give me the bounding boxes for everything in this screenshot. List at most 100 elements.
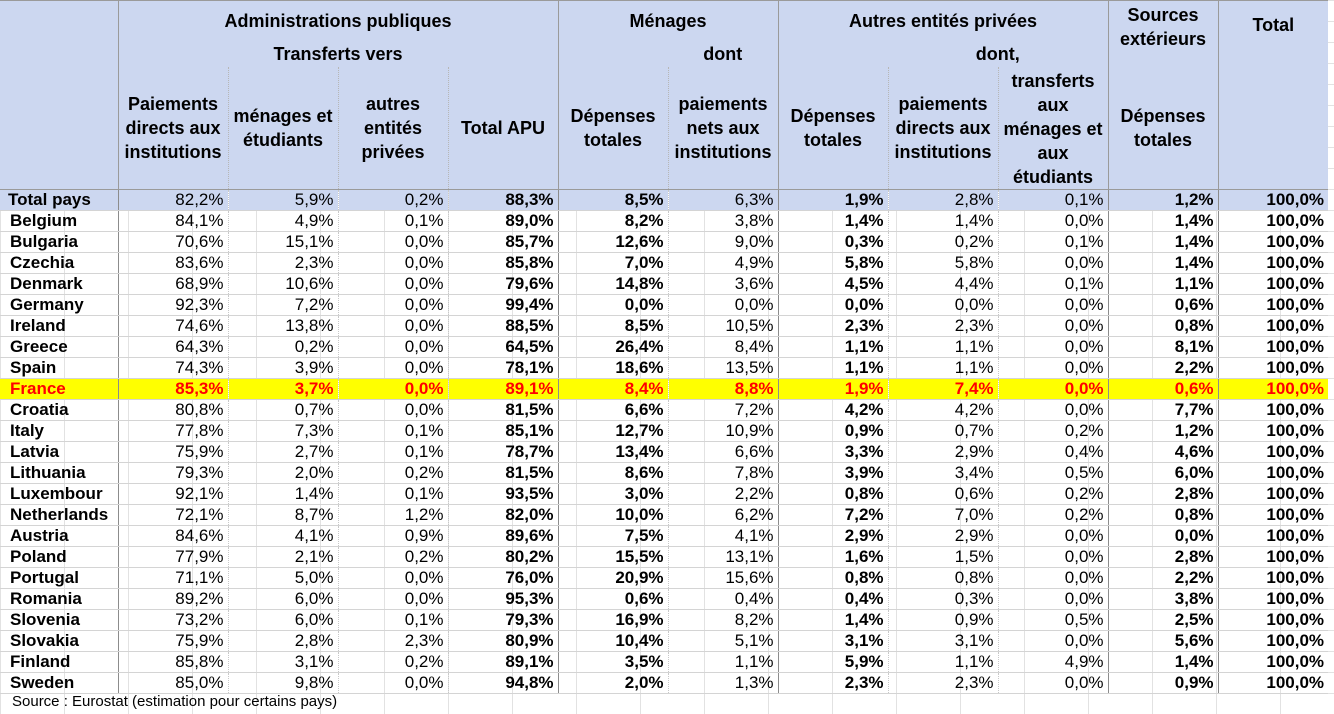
value-cell: 0,1% (337, 210, 448, 232)
source-note: Source : Eurostat (estimation pour certa… (12, 693, 338, 710)
value-cell: 0,4% (667, 588, 779, 610)
value-cell: 0,0% (997, 567, 1109, 589)
country-cell: Belgium (0, 210, 118, 232)
value-cell: 77,9% (117, 546, 228, 568)
table-row: Slovakia 75,9% 2,8% 2,3% 80,9% 10,4% 5,1% 3,1% 3… (0, 630, 1329, 652)
value-cell: 4,5% (777, 273, 889, 295)
country-cell: Netherlands (0, 504, 118, 526)
value-cell: 4,1% (667, 525, 779, 547)
value-cell: 14,8% (557, 273, 669, 295)
value-cell: 94,8% (447, 672, 559, 694)
value-cell: 12,7% (557, 420, 669, 442)
value-cell: 100,0% (1217, 462, 1329, 484)
table-row: Italy 77,8% 7,3% 0,1% 85,1% 12,7% 10,9% 0,9% 0,7… (0, 420, 1329, 442)
value-cell: 100,0% (1217, 252, 1329, 274)
value-cell: 7,2% (227, 294, 338, 316)
header-sub-dont-menages: dont (668, 40, 779, 67)
value-cell: 0,4% (997, 441, 1109, 463)
value-cell: 3,7% (227, 378, 338, 400)
value-cell: 6,6% (667, 441, 779, 463)
value-cell: 3,9% (227, 357, 338, 379)
country-cell: Romania (0, 588, 118, 610)
value-cell: 15,5% (557, 546, 669, 568)
value-cell: 2,8% (887, 189, 999, 211)
value-cell: 2,5% (1107, 609, 1219, 631)
value-cell: 7,0% (887, 504, 999, 526)
country-cell: Denmark (0, 273, 118, 295)
value-cell: 0,6% (887, 483, 999, 505)
value-cell: 79,3% (117, 462, 228, 484)
value-cell: 100,0% (1217, 189, 1329, 211)
country-cell: Latvia (0, 441, 118, 463)
value-cell: 0,1% (337, 483, 448, 505)
value-cell: 88,3% (447, 189, 559, 211)
header-col-menages-depenses: Dépenses totales (557, 66, 669, 190)
value-cell: 0,2% (887, 231, 999, 253)
value-cell: 6,0% (227, 609, 338, 631)
value-cell: 0,1% (337, 609, 448, 631)
header-spacer (777, 40, 889, 67)
value-cell: 7,8% (667, 462, 779, 484)
value-cell: 3,1% (887, 630, 999, 652)
value-cell: 89,1% (447, 378, 559, 400)
value-cell: 0,2% (997, 504, 1109, 526)
value-cell: 0,0% (887, 294, 999, 316)
value-cell: 100,0% (1217, 546, 1329, 568)
value-cell: 83,6% (117, 252, 228, 274)
value-cell: 1,4% (887, 210, 999, 232)
value-cell: 3,0% (557, 483, 669, 505)
value-cell: 1,1% (887, 651, 999, 673)
value-cell: 0,8% (1107, 315, 1219, 337)
value-cell: 0,0% (337, 357, 448, 379)
value-cell: 13,1% (667, 546, 779, 568)
value-cell: 0,4% (777, 588, 889, 610)
value-cell: 5,9% (777, 651, 889, 673)
table-body: Total pays 82,2% 5,9% 0,2% 88,3% 8,5% 6,3% 1,9%… (0, 189, 1329, 694)
value-cell: 1,9% (777, 378, 889, 400)
value-cell: 75,9% (117, 441, 228, 463)
value-cell: 4,2% (887, 399, 999, 421)
value-cell: 0,1% (337, 420, 448, 442)
value-cell: 100,0% (1217, 336, 1329, 358)
value-cell: 18,6% (557, 357, 669, 379)
value-cell: 3,9% (777, 462, 889, 484)
header-group-sources: Sources extérieurs (1107, 0, 1219, 67)
value-cell: 3,4% (887, 462, 999, 484)
table-row: Croatia 80,8% 0,7% 0,0% 81,5% 6,6% 7,2% 4,2% 4,2… (0, 399, 1329, 421)
value-cell: 3,8% (667, 210, 779, 232)
value-cell: 5,8% (887, 252, 999, 274)
value-cell: 78,1% (447, 357, 559, 379)
value-cell: 80,8% (117, 399, 228, 421)
value-cell: 89,6% (447, 525, 559, 547)
value-cell: 95,3% (447, 588, 559, 610)
country-cell: Bulgaria (0, 231, 118, 253)
value-cell: 13,4% (557, 441, 669, 463)
value-cell: 0,0% (337, 231, 448, 253)
value-cell: 5,8% (777, 252, 889, 274)
value-cell: 0,1% (997, 273, 1109, 295)
value-cell: 2,8% (227, 630, 338, 652)
value-cell: 100,0% (1217, 315, 1329, 337)
header-col-total: Total (1217, 0, 1329, 190)
value-cell: 2,8% (1107, 546, 1219, 568)
value-cell: 77,8% (117, 420, 228, 442)
value-cell: 89,1% (447, 651, 559, 673)
header-col-sources-depenses: Dépenses totales (1107, 66, 1219, 190)
value-cell: 0,9% (887, 609, 999, 631)
value-cell: 0,8% (777, 483, 889, 505)
value-cell: 6,3% (667, 189, 779, 211)
value-cell: 0,0% (557, 294, 669, 316)
value-cell: 100,0% (1217, 567, 1329, 589)
value-cell: 72,1% (117, 504, 228, 526)
value-cell: 100,0% (1217, 420, 1329, 442)
funding-table: Administrations publiques Ménages Autres… (0, 0, 1329, 694)
header-spacer (448, 40, 559, 67)
header-group-autres: Autres entités privées (777, 0, 1109, 41)
value-cell: 68,9% (117, 273, 228, 295)
table-row: Bulgaria 70,6% 15,1% 0,0% 85,7% 12,6% 9,0% 0,3%… (0, 231, 1329, 253)
table-row: Poland 77,9% 2,1% 0,2% 80,2% 15,5% 13,1% 1,6% 1,… (0, 546, 1329, 568)
table-row: Netherlands 72,1% 8,7% 1,2% 82,0% 10,0% 6,2% 7,… (0, 504, 1329, 526)
value-cell: 1,1% (887, 336, 999, 358)
value-cell: 2,9% (777, 525, 889, 547)
header-col-total-apu: Total APU (447, 66, 559, 190)
